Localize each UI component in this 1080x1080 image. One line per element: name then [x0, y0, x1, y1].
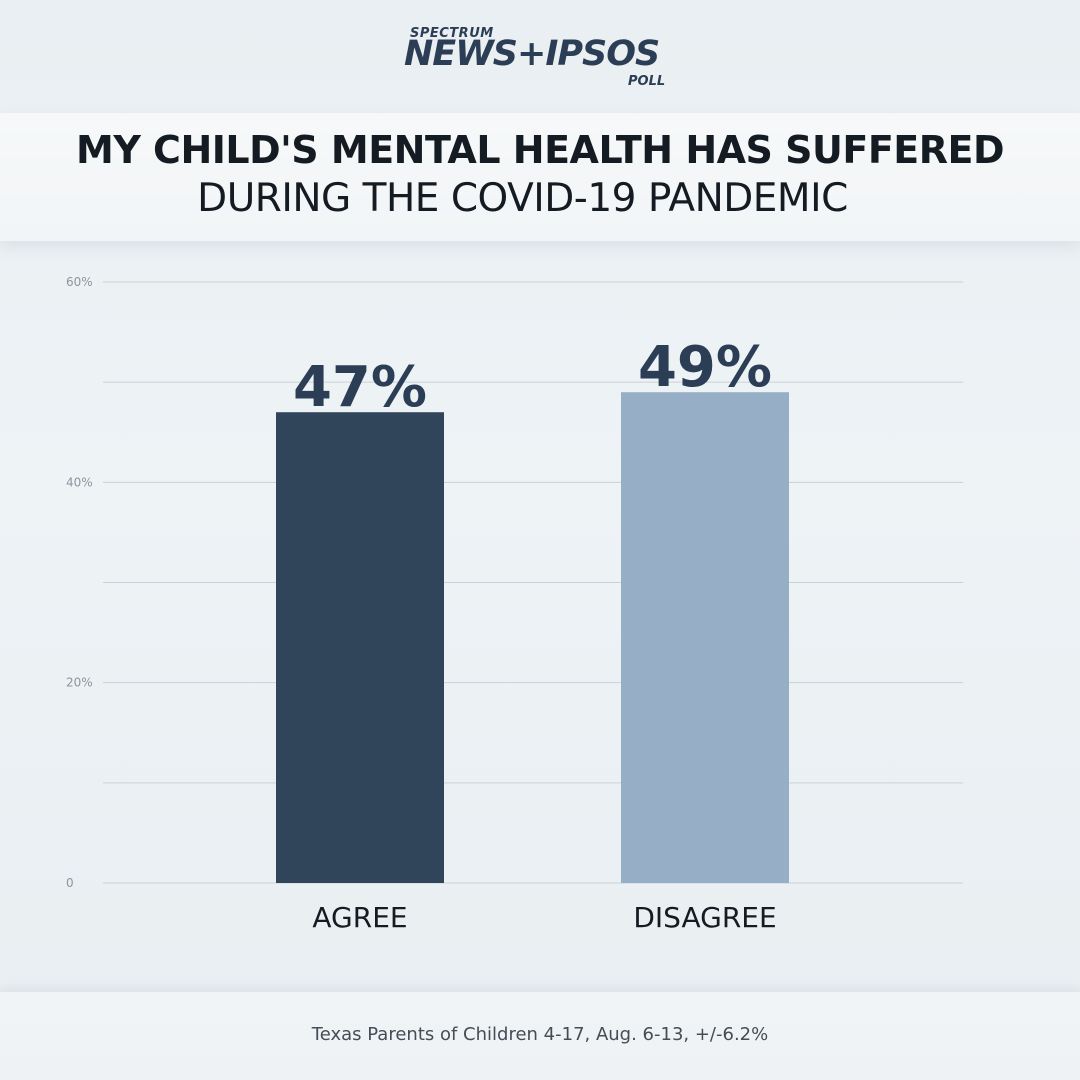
brand-top: SPECTRUM — [410, 26, 494, 41]
category-label-disagree: DISAGREE — [633, 901, 776, 934]
chart-title: MY CHILD'S MENTAL HEALTH HAS SUFFERED — [76, 128, 1005, 172]
y-tick-label-0: 0 — [66, 876, 74, 890]
bar-chart: 0 20% 40% 60% 47% AGREE 49% DISAGREE — [66, 275, 963, 934]
brand-bottom: POLL — [628, 74, 666, 89]
bar-disagree — [621, 392, 789, 883]
chart-subtitle: DURING THE COVID-19 PANDEMIC — [197, 176, 848, 221]
y-tick-label-1: 20% — [66, 676, 93, 690]
data-label-agree: 47% — [293, 355, 427, 420]
category-label-agree: AGREE — [312, 901, 407, 934]
brand-main: NEWS+IPSOS — [404, 34, 660, 74]
data-label-disagree: 49% — [638, 335, 772, 400]
footer-band — [0, 992, 1080, 1080]
title-band — [0, 113, 1080, 241]
bar-agree — [276, 412, 444, 883]
y-tick-label-3: 60% — [66, 275, 93, 289]
footer-note: Texas Parents of Children 4-17, Aug. 6-1… — [311, 1024, 769, 1045]
brand-logo: SPECTRUM NEWS+IPSOS POLL — [400, 24, 690, 94]
y-tick-label-2: 40% — [66, 475, 93, 489]
